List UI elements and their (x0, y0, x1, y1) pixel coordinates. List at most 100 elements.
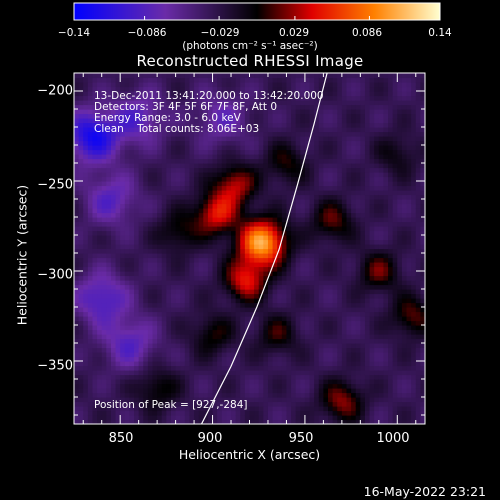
heatmap-cell (341, 113, 348, 119)
heatmap-cell (300, 194, 306, 200)
heatmap-cell (254, 226, 260, 232)
heatmap-cell (101, 77, 107, 83)
heatmap-cell (240, 415, 246, 421)
heatmap-cell (364, 271, 371, 277)
heatmap-cell (304, 154, 311, 160)
heatmap-cell (74, 356, 80, 362)
heatmap-cell (217, 104, 223, 110)
heatmap-cell (120, 118, 126, 124)
heatmap-cell (323, 203, 329, 209)
heatmap-cell (175, 383, 181, 389)
heatmap-cell (143, 302, 149, 308)
heatmap-cell (110, 235, 117, 241)
heatmap-cell (143, 343, 149, 349)
heatmap-cell (304, 334, 311, 340)
heatmap-cell (226, 239, 232, 245)
heatmap-cell (244, 352, 251, 358)
heatmap-cell (152, 239, 158, 245)
heatmap-cell (217, 145, 223, 151)
heatmap-cell (189, 361, 195, 367)
heatmap-cell (314, 208, 320, 214)
heatmap-cell (115, 239, 121, 245)
heatmap-cell (277, 185, 283, 191)
heatmap-cell (355, 122, 361, 128)
heatmap-cell (161, 388, 167, 394)
heatmap-cell (138, 131, 144, 137)
heatmap-cell (300, 122, 306, 128)
heatmap-cell (180, 163, 186, 169)
heatmap-cell (212, 172, 218, 178)
heatmap-cell (212, 122, 218, 128)
heatmap-cell (231, 154, 237, 160)
heatmap-cell (286, 140, 292, 146)
heatmap-cell (323, 113, 329, 119)
heatmap-cell (304, 280, 311, 286)
heatmap-cell (249, 100, 255, 106)
heatmap-cell (97, 311, 103, 317)
heatmap-cell (97, 203, 103, 209)
heatmap-cell (161, 397, 167, 403)
heatmap-cell (267, 122, 274, 128)
heatmap-cell (235, 334, 241, 340)
heatmap-cell (97, 149, 103, 155)
heatmap-cell (332, 190, 338, 196)
heatmap-cell (92, 77, 98, 83)
heatmap-cell (74, 154, 80, 160)
heatmap-cell (120, 280, 126, 286)
heatmap-cell (180, 271, 186, 277)
heatmap-cell (263, 397, 269, 403)
heatmap-cell (143, 208, 149, 214)
heatmap-cell (355, 185, 361, 191)
heatmap-cell (124, 343, 131, 349)
heatmap-cell (291, 266, 297, 272)
heatmap-cell (138, 388, 144, 394)
heatmap-cell (346, 320, 352, 326)
heatmap-cell (207, 235, 214, 241)
heatmap-cell (152, 221, 158, 227)
heatmap-cell (175, 208, 181, 214)
heatmap-cell (346, 383, 352, 389)
heatmap-cell (360, 95, 366, 101)
heatmap-cell (226, 311, 232, 317)
heatmap-cell (249, 410, 255, 416)
heatmap-cell (286, 109, 292, 115)
heatmap-cell (198, 361, 204, 367)
heatmap-cell (240, 392, 246, 398)
heatmap-cell (189, 275, 195, 281)
heatmap-cell (157, 221, 163, 227)
heatmap-cell (332, 221, 338, 227)
heatmap-cell (258, 257, 264, 263)
heatmap-cell (244, 212, 251, 218)
heatmap-cell (189, 253, 195, 259)
heatmap-cell (240, 244, 246, 250)
heatmap-cell (346, 167, 352, 173)
heatmap-cell (304, 91, 311, 97)
heatmap-cell (300, 343, 306, 349)
heatmap-cell (318, 221, 324, 227)
heatmap-cell (332, 194, 338, 200)
heatmap-cell (207, 383, 214, 389)
heatmap-cell (286, 194, 292, 200)
heatmap-cell (295, 280, 301, 286)
heatmap-cell (300, 415, 306, 421)
heatmap-cell (360, 334, 366, 340)
heatmap-cell (212, 244, 218, 250)
heatmap-cell (87, 185, 94, 191)
heatmap-cell (161, 379, 167, 385)
heatmap-cell (263, 226, 269, 232)
heatmap-cell (166, 203, 172, 209)
heatmap-cell (295, 194, 301, 200)
heatmap-cell (272, 298, 278, 304)
heatmap-cell (364, 365, 371, 371)
heatmap-cell (194, 158, 200, 164)
heatmap-cell (189, 311, 195, 317)
heatmap-cell (244, 338, 251, 344)
heatmap-cell (272, 379, 278, 385)
heatmap-cell (221, 127, 228, 133)
heatmap-cell (175, 104, 181, 110)
heatmap-cell (323, 298, 329, 304)
heatmap-cell (217, 271, 223, 277)
heatmap-cell (106, 127, 112, 133)
heatmap-cell (134, 329, 140, 335)
heatmap-cell (281, 163, 288, 169)
